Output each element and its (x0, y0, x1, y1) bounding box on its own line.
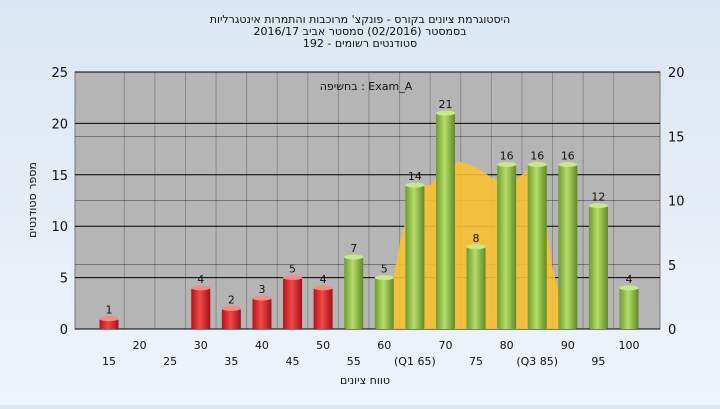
x-tick-label: 60 (377, 339, 391, 352)
bar-top-65 (405, 182, 425, 188)
bar-75 (466, 246, 486, 329)
bar-top-55 (344, 254, 364, 260)
y-tick-label: 5 (60, 272, 68, 287)
x-tick-label: (Q3 85) (516, 355, 558, 368)
bar-top-35 (221, 305, 241, 311)
x-tick-label: 15 (102, 355, 116, 368)
y-tick-label: 0 (60, 323, 68, 338)
data-label-80: 16 (500, 150, 514, 163)
axes: 05101520250510152015202530354045505560(Q… (51, 66, 684, 368)
y2-tick-label: 5 (668, 259, 676, 274)
data-label-50: 4 (320, 273, 327, 286)
bar-top-80 (497, 162, 517, 168)
x-tick-label: 95 (591, 355, 605, 368)
gridlines (75, 71, 660, 330)
data-label-60: 5 (381, 263, 388, 276)
chart-title-line-3: סטודנטים רשומים - 192 (303, 37, 417, 50)
data-label-35: 2 (228, 293, 235, 306)
bar-top-45 (283, 275, 303, 281)
bar-90 (558, 164, 578, 329)
bars (99, 110, 639, 330)
y-axis-label: מספר סטודנטים (26, 162, 39, 238)
bar-top-75 (466, 244, 486, 250)
y2-tick-label: 20 (668, 66, 685, 81)
chart-title-line-1: היסטוגרמת ציונים בקורס - פונקצ' מרוכבות … (210, 13, 511, 26)
data-label-15: 1 (106, 304, 113, 317)
x-tick-label: 25 (163, 355, 177, 368)
bar-top-30 (191, 285, 211, 291)
bar-80 (497, 164, 517, 329)
bar-35 (221, 308, 241, 329)
bar-45 (283, 277, 303, 329)
data-label-85: 16 (530, 150, 544, 163)
y2-tick-label: 0 (668, 323, 676, 338)
chart-annotation: בחשיפה : Exam_A (320, 80, 413, 93)
area-series (384, 159, 568, 329)
y-tick-label: 15 (51, 169, 68, 184)
bar-top-60 (374, 275, 394, 281)
area-series-fill (384, 159, 568, 329)
bar-30 (191, 287, 211, 329)
y2-tick-label: 15 (668, 130, 685, 145)
x-tick-label: 40 (255, 339, 269, 352)
x-tick-label: 75 (469, 355, 483, 368)
y-tick-label: 25 (51, 66, 68, 81)
bar-top-90 (558, 162, 578, 168)
data-label-70: 21 (438, 98, 452, 111)
bar-top-95 (588, 203, 608, 209)
bar-top-50 (313, 285, 333, 291)
bar-95 (588, 205, 608, 329)
bar-15 (99, 318, 119, 329)
bar-100 (619, 287, 639, 329)
bar-top-15 (99, 316, 119, 322)
bar-60 (374, 277, 394, 329)
x-tick-label: 100 (619, 339, 640, 352)
y-tick-label: 10 (51, 220, 68, 235)
y-tick-label: 20 (51, 117, 68, 132)
data-label-75: 8 (473, 232, 480, 245)
x-axis-label: טווח ציונים (340, 374, 390, 387)
chart-title-line-2: בסמסטר (02/2016) סמסטר אביב 2016/17 (253, 25, 466, 38)
data-label-95: 12 (591, 191, 605, 204)
x-tick-label: 80 (500, 339, 514, 352)
bar-50 (313, 287, 333, 329)
data-label-45: 5 (289, 263, 296, 276)
bar-40 (252, 298, 272, 329)
x-tick-label: 55 (347, 355, 361, 368)
x-tick-label: 35 (224, 355, 238, 368)
x-tick-label: 50 (316, 339, 330, 352)
bar-70 (435, 113, 455, 330)
bar-85 (527, 164, 547, 329)
y2-tick-label: 10 (668, 195, 685, 210)
bar-top-85 (527, 162, 547, 168)
data-label-65: 14 (408, 170, 422, 183)
x-tick-label: 20 (133, 339, 147, 352)
data-label-40: 3 (258, 283, 265, 296)
data-label-30: 4 (197, 273, 204, 286)
x-tick-label: 70 (438, 339, 452, 352)
bar-top-100 (619, 285, 639, 291)
data-label-90: 16 (561, 150, 575, 163)
data-label-100: 4 (626, 273, 633, 286)
x-tick-label: 90 (561, 339, 575, 352)
data-label-55: 7 (350, 242, 357, 255)
x-tick-label: 45 (286, 355, 300, 368)
bar-55 (344, 257, 364, 329)
x-tick-label: 30 (194, 339, 208, 352)
bar-top-70 (435, 110, 455, 116)
bar-65 (405, 185, 425, 329)
x-tick-label: (Q1 65) (394, 355, 436, 368)
bar-top-40 (252, 295, 272, 301)
